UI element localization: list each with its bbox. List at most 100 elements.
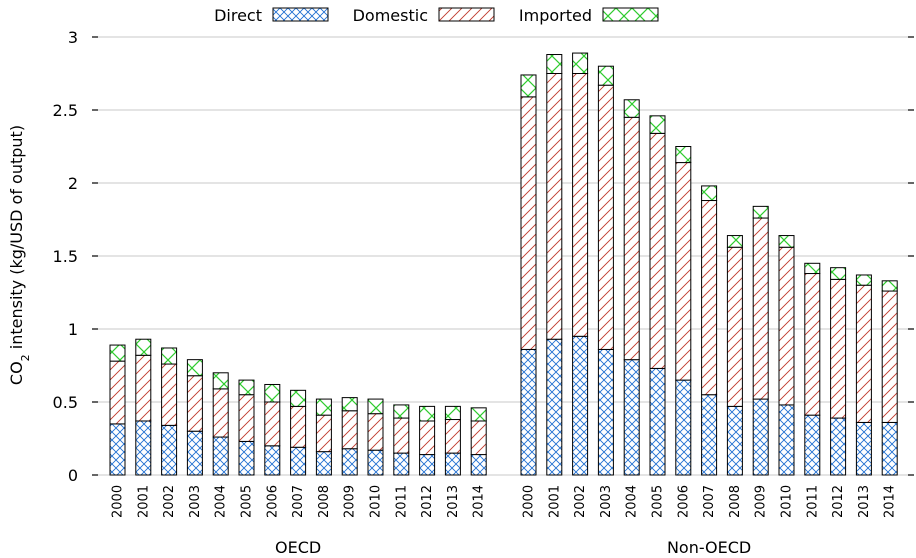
bar-group-non-oecd <box>520 52 898 476</box>
x-tick-label: 2002 <box>162 485 177 518</box>
x-tick-label: 2004 <box>214 485 229 518</box>
x-tick-label: 2012 <box>831 485 846 518</box>
bar-segment-domestic <box>238 394 255 442</box>
bar-segment-imported <box>367 398 384 415</box>
bar-segment-imported <box>393 404 410 419</box>
bar-segment-direct <box>290 446 307 476</box>
bar-segment-imported <box>830 267 847 280</box>
bar-segment-imported <box>572 52 589 75</box>
x-tick-label: 2010 <box>369 485 384 518</box>
bar-segment-domestic <box>520 96 537 350</box>
bar-segment-direct <box>881 421 898 476</box>
x-tick-label: 2013 <box>857 485 872 518</box>
bar-segment-domestic <box>367 413 384 451</box>
x-tick-label: 2005 <box>240 485 255 518</box>
bar-segment-imported <box>623 99 640 118</box>
bar-segment-domestic <box>830 278 847 419</box>
bar-segment-imported <box>701 185 718 202</box>
bar-segment-direct <box>597 348 614 476</box>
bar-segment-domestic <box>752 217 769 400</box>
bar-segment-imported <box>186 359 203 377</box>
bar-segment-direct <box>444 452 461 476</box>
bar-segment-direct <box>341 448 358 476</box>
bar-segment-domestic <box>675 162 692 381</box>
bar-segment-domestic <box>623 116 640 361</box>
bar-segment-imported <box>290 389 307 407</box>
y-axis-title: CO2 intensity (kg/USD of output) <box>7 125 32 385</box>
bar-segment-domestic <box>701 200 718 396</box>
bar-segment-imported <box>855 274 872 286</box>
bar-segment-direct <box>470 454 487 476</box>
bar-segment-imported <box>597 65 614 86</box>
x-tick-label: 2014 <box>472 485 487 518</box>
bar-segment-direct <box>623 359 640 476</box>
x-tick-label: 2011 <box>805 485 820 518</box>
bar-segment-domestic <box>778 246 795 406</box>
y-tick-label: 2 <box>68 174 78 193</box>
bar-segment-imported <box>675 146 692 164</box>
x-tick-label: 2009 <box>754 485 769 518</box>
legend-label: Direct <box>214 6 262 25</box>
bar-segment-direct <box>855 421 872 476</box>
y-tick-label: 3 <box>68 28 78 47</box>
bar-segment-domestic <box>393 417 410 454</box>
x-tick-label: 2000 <box>522 485 537 518</box>
bar-segment-imported <box>238 379 255 396</box>
bar-segment-direct <box>726 405 743 476</box>
bar-segment-imported <box>315 398 332 416</box>
x-tick-label: 2006 <box>676 485 691 518</box>
bar-segment-domestic <box>855 284 872 423</box>
bar-segment-domestic <box>290 405 307 448</box>
bar-segment-direct <box>186 430 203 476</box>
bar-segment-domestic <box>341 410 358 450</box>
bar-segment-domestic <box>597 84 614 350</box>
bar-segment-domestic <box>804 273 821 416</box>
legend-label: Domestic <box>353 6 428 25</box>
bar-segment-imported <box>726 235 743 248</box>
x-tick-label: 2002 <box>573 485 588 518</box>
x-tick-label: 2001 <box>136 485 151 518</box>
y-tick-label: 1.5 <box>53 247 78 266</box>
bar-segment-direct <box>135 420 152 476</box>
bar-segment-imported <box>470 407 487 422</box>
bar-segment-domestic <box>161 363 178 426</box>
bar-segment-direct <box>264 445 281 476</box>
bar-segment-domestic <box>186 375 203 432</box>
x-tick-label: 2013 <box>446 485 461 518</box>
bar-segment-direct <box>675 379 692 476</box>
bar-segment-domestic <box>212 388 229 438</box>
legend: Direct Domestic Imported <box>214 6 659 25</box>
bar-segment-direct <box>649 367 666 476</box>
x-tick-label: 2008 <box>728 485 743 518</box>
bar-segment-direct <box>572 335 589 476</box>
legend-swatch <box>438 7 495 22</box>
bar-segment-direct <box>393 452 410 476</box>
x-tick-label: 2008 <box>317 485 332 518</box>
bar-segment-direct <box>212 436 229 476</box>
x-tick-label: 2012 <box>420 485 435 518</box>
bar-segment-imported <box>161 347 178 365</box>
bar-segment-direct <box>109 423 126 476</box>
bar-segment-imported <box>649 115 666 134</box>
x-tick-label: 2009 <box>343 485 358 518</box>
y-tick-label: 1 <box>68 320 78 339</box>
bar-segment-domestic <box>470 420 487 456</box>
x-tick-label: 2006 <box>265 485 280 518</box>
y-axis: 0 0.5 1 1.5 2 2.5 3 <box>53 28 914 485</box>
bar-segment-imported <box>109 344 126 362</box>
bar-segment-domestic <box>881 290 898 423</box>
bar-segment-imported <box>444 405 461 421</box>
x-tick-label: 2011 <box>394 485 409 518</box>
x-tick-label: 2004 <box>625 485 640 518</box>
x-tick-label: 2007 <box>291 485 306 518</box>
legend-label: Imported <box>519 6 592 25</box>
bar-segment-domestic <box>726 246 743 407</box>
bar-segment-imported <box>419 405 436 422</box>
bar-segment-imported <box>752 205 769 219</box>
bar-segment-direct <box>546 338 563 476</box>
x-tick-label: 2005 <box>651 485 666 518</box>
x-tick-label: 2001 <box>547 485 562 518</box>
bar-segment-imported <box>804 262 821 275</box>
bar-segment-domestic <box>419 420 436 456</box>
